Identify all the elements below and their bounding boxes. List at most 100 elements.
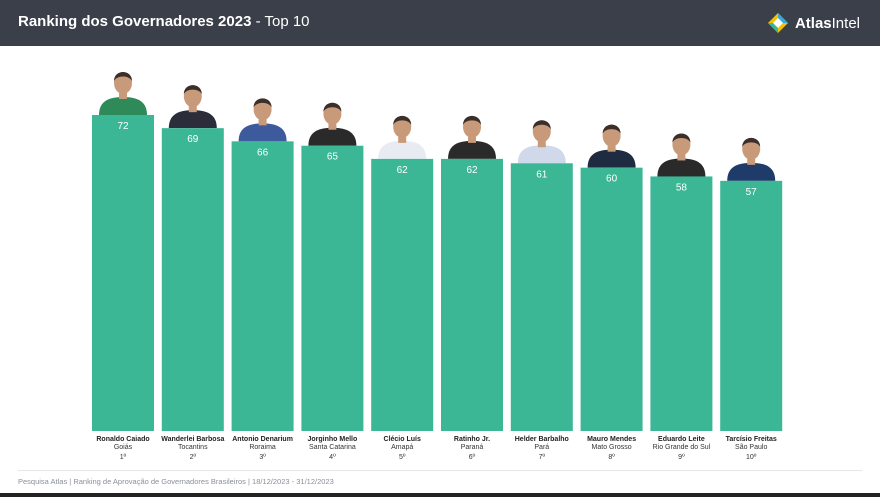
bottom-edge — [0, 493, 880, 497]
portrait-shoulders — [517, 145, 566, 164]
portrait-shoulders — [587, 149, 636, 168]
portrait-shoulders — [238, 123, 287, 142]
portrait-neck — [398, 136, 407, 143]
bar-value-label: 65 — [327, 152, 339, 163]
bar-value-label: 62 — [466, 165, 478, 176]
category-label: Mauro Mendes — [587, 436, 636, 443]
portrait-shoulders — [657, 158, 706, 177]
portrait-shoulders — [448, 140, 496, 159]
title-separator: - — [251, 13, 265, 30]
rank-label: 3º — [259, 454, 266, 461]
portrait-icon — [657, 133, 706, 177]
bar — [231, 141, 294, 431]
rank-label: 5º — [399, 454, 406, 461]
bar-value-label: 72 — [117, 121, 129, 132]
portrait-shoulders — [727, 162, 776, 181]
portrait-icon — [448, 115, 496, 159]
bar-value-label: 66 — [257, 147, 269, 158]
portrait-head — [323, 102, 342, 125]
category-label: Clécio Luís — [384, 436, 421, 443]
bar-value-label: 58 — [676, 182, 688, 193]
rank-label: 4º — [329, 454, 336, 461]
category-label: Wanderlei Barbosa — [161, 436, 224, 443]
portrait-hair — [114, 72, 132, 81]
state-label: Mato Grosso — [592, 444, 632, 451]
state-label: Roraima — [249, 444, 276, 451]
portrait-shoulders — [168, 110, 217, 129]
bar — [441, 158, 503, 431]
rank-label: 1º — [120, 454, 127, 461]
atlasintel-logo-icon — [767, 13, 788, 33]
bar — [92, 115, 154, 431]
bar-value-label: 69 — [187, 134, 199, 145]
portrait-hair — [323, 102, 342, 112]
portrait-neck — [747, 158, 756, 165]
portrait-icon — [308, 102, 357, 146]
state-label: São Paulo — [735, 444, 767, 451]
bar — [161, 128, 224, 431]
category-label: Antonio Denarium — [232, 436, 293, 443]
portrait-neck — [328, 123, 337, 130]
portrait-hair — [393, 115, 412, 125]
category-label: Jorginho Mello — [308, 436, 358, 443]
bar-value-label: 61 — [536, 169, 548, 180]
portrait-hair — [742, 137, 761, 147]
portrait-neck — [188, 106, 197, 113]
portrait-head — [742, 137, 761, 160]
bar-value-label: 60 — [606, 174, 618, 185]
rank-label: 6º — [469, 454, 476, 461]
bar — [371, 158, 434, 431]
portrait-head — [463, 115, 481, 138]
state-label: Pará — [534, 444, 549, 451]
portrait-shoulders — [378, 140, 427, 159]
portrait-shoulders — [308, 127, 357, 146]
brand: AtlasIntel — [767, 11, 860, 35]
brand-name: AtlasIntel — [795, 15, 860, 32]
state-label: Amapá — [391, 444, 413, 451]
portrait-hair — [463, 115, 481, 125]
portrait-hair — [672, 133, 691, 143]
rank-label: 7º — [539, 454, 546, 461]
portrait-head — [393, 115, 412, 138]
portrait-neck — [119, 93, 127, 99]
state-label: Tocantins — [178, 444, 208, 451]
bar — [301, 145, 364, 431]
state-label: Rio Grande do Sul — [653, 444, 711, 451]
portrait-icon — [168, 85, 217, 129]
portrait-neck — [537, 141, 546, 148]
portrait-icon — [99, 72, 147, 115]
portrait-head — [602, 124, 621, 147]
category-label: Ratinho Jr. — [454, 436, 490, 443]
category-label: Tarcísio Freitas — [726, 436, 777, 443]
portrait-hair — [532, 120, 551, 130]
portrait-icon — [238, 98, 287, 142]
portrait-head — [253, 98, 272, 121]
bar — [650, 176, 713, 431]
portrait-hair — [602, 124, 621, 134]
rank-label: 9º — [678, 454, 685, 461]
portrait-neck — [677, 154, 686, 161]
title-main: Ranking dos Governadores 2023 — [18, 13, 252, 30]
state-label: Goiás — [114, 444, 133, 451]
bar-value-label: 62 — [397, 165, 409, 176]
footer-divider — [18, 470, 862, 471]
portrait-icon — [587, 124, 636, 168]
portrait-head — [672, 133, 691, 156]
footer-note: Pesquisa Atlas | Ranking de Aprovação de… — [18, 477, 334, 486]
category-label: Ronaldo Caiado — [96, 436, 149, 443]
header-bar: Ranking dos Governadores 2023 - Top 10 A… — [0, 0, 880, 46]
bar — [720, 180, 783, 431]
brand-bold: Atlas — [794, 14, 832, 32]
bar-value-label: 57 — [746, 187, 758, 198]
portrait-icon — [727, 137, 776, 181]
portrait-hair — [253, 98, 272, 108]
rank-label: 10º — [746, 454, 757, 461]
category-label: Eduardo Leite — [658, 436, 705, 443]
rank-label: 8º — [608, 454, 615, 461]
category-label: Helder Barbalho — [515, 436, 569, 443]
portrait-head — [183, 85, 202, 108]
portrait-neck — [258, 119, 267, 126]
state-label: Paraná — [461, 444, 484, 451]
bar — [510, 163, 573, 431]
portrait-icon — [378, 115, 427, 159]
